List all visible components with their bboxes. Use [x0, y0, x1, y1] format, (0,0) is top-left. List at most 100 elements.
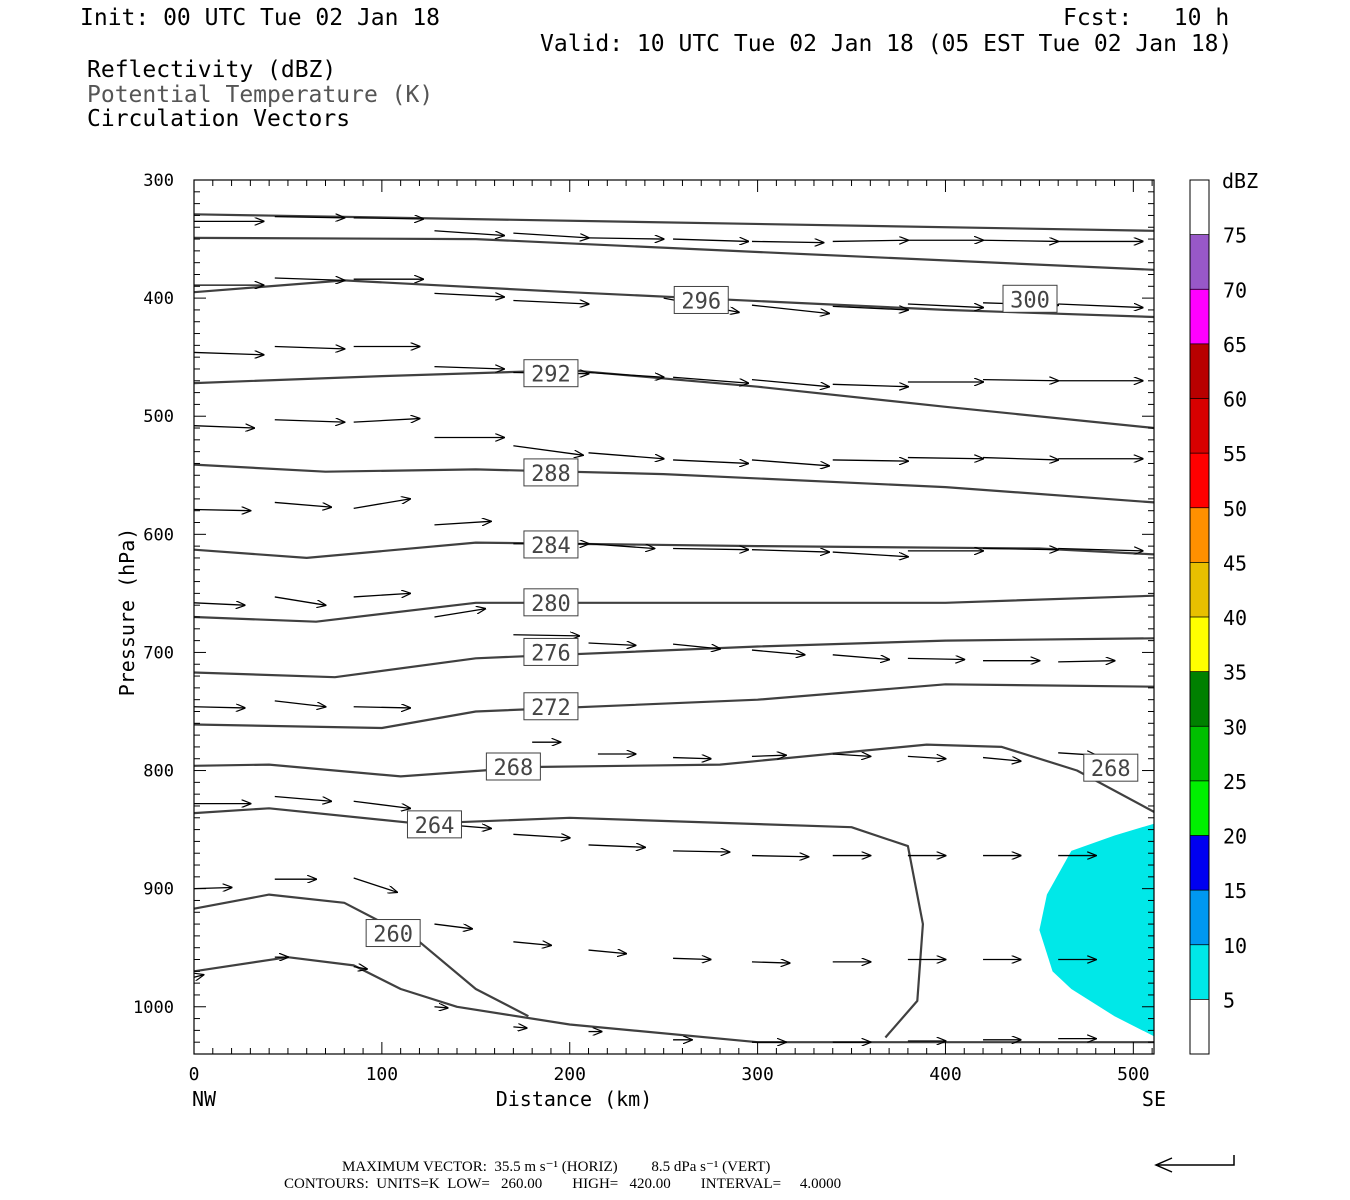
- colorbar-cell: [1190, 944, 1209, 1000]
- circulation-vector: [673, 460, 748, 464]
- contour-label-box: [365, 919, 421, 948]
- colorbar-cell: [1190, 617, 1209, 672]
- circulation-vector: [588, 452, 664, 459]
- colorbar-cell: [1190, 343, 1209, 399]
- circulation-vector: [434, 293, 504, 297]
- colorbar-cell: [1190, 180, 1209, 235]
- circulation-vector: [434, 367, 504, 369]
- circulation-vector: [353, 800, 410, 808]
- circulation-vector: [982, 758, 1021, 762]
- contour-label-box: [485, 752, 541, 781]
- circulation-vector: [353, 499, 410, 509]
- circulation-vector: [751, 378, 829, 387]
- y-tick-label: 800: [143, 762, 174, 782]
- circulation-vector: [513, 300, 588, 304]
- field-reflectivity: Reflectivity (dBZ): [87, 57, 337, 83]
- colorbar-cell: [1190, 507, 1209, 563]
- forecast-hour: Fcst: 10 h: [1063, 5, 1230, 31]
- circulation-vector: [751, 755, 786, 756]
- circulation-vector: [353, 419, 420, 423]
- colorbar-cell: [1190, 780, 1209, 836]
- y-tick-label: 700: [143, 643, 174, 663]
- contour-label: 288: [531, 462, 571, 487]
- colorbar-cell: [1190, 562, 1209, 617]
- circulation-vector: [274, 278, 345, 280]
- colorbar-cell: [1190, 234, 1209, 290]
- contour-label: 260: [373, 923, 413, 948]
- contour-label: 280: [531, 592, 571, 617]
- circulation-vector: [588, 950, 627, 954]
- circulation-vector: [751, 962, 790, 963]
- colorbar-level-label: 20: [1223, 825, 1247, 849]
- circulation-vector: [751, 459, 829, 466]
- circulation-vector: [353, 707, 410, 708]
- contour-label-box: [523, 637, 579, 666]
- x-end-label-se: SE: [1142, 1087, 1166, 1111]
- theta-contour-line: [193, 594, 1155, 623]
- y-tick-label: 900: [143, 880, 174, 900]
- circulation-vector: [434, 230, 504, 236]
- colorbar-level-label: 75: [1223, 224, 1247, 248]
- circulation-vector: [513, 232, 588, 238]
- y-tick-label: 1000: [133, 998, 174, 1018]
- circulation-vector: [983, 240, 1058, 241]
- colorbar-level-label: 65: [1223, 333, 1247, 357]
- colorbar-cell: [1190, 726, 1209, 781]
- contour-label-box: [523, 588, 579, 617]
- colorbar-level-label: 30: [1223, 715, 1247, 739]
- init-time: Init: 00 UTC Tue 02 Jan 18: [80, 5, 441, 31]
- circulation-vector: [588, 238, 664, 239]
- contour-label: 264: [415, 814, 455, 839]
- circulation-vector: [907, 756, 946, 758]
- theta-contour-line: [193, 637, 1155, 679]
- circulation-vector: [907, 658, 964, 659]
- circulation-vector: [751, 241, 823, 242]
- circulation-vector: [353, 218, 424, 219]
- x-tick-label: 200: [553, 1064, 586, 1085]
- colorbar-level-label: 45: [1223, 551, 1247, 575]
- contour-label-box: [1002, 284, 1058, 313]
- colorbar-cell: [1190, 890, 1209, 945]
- theta-contour-line: [193, 807, 924, 1039]
- contour-label: 268: [1091, 757, 1131, 782]
- circulation-vector: [751, 550, 829, 552]
- circulation-vector: [274, 596, 326, 605]
- circulation-vector: [673, 239, 748, 241]
- max-vector-note: MAXIMUM VECTOR: 35.5 m s⁻¹ (HORIZ) 8.5 d…: [342, 1159, 771, 1175]
- circulation-vector: [907, 458, 983, 459]
- circulation-vector: [353, 593, 410, 597]
- contour-label: 276: [531, 641, 571, 666]
- circulation-vector: [832, 654, 889, 660]
- circulation-vector: [434, 521, 490, 525]
- x-end-label-nw: NW: [192, 1087, 217, 1111]
- contour-label-box: [1083, 753, 1139, 782]
- y-tick-label: 600: [143, 525, 174, 545]
- colorbar-cell: [1190, 999, 1209, 1054]
- contour-label: 284: [531, 534, 571, 559]
- circulation-vector: [353, 967, 367, 969]
- field-circulation-vectors: Circulation Vectors: [87, 106, 351, 132]
- y-axis-label: Pressure (hPa): [115, 528, 139, 697]
- contour-label: 292: [531, 363, 571, 388]
- circulation-vector: [832, 240, 908, 241]
- colorbar-cell: [1190, 835, 1209, 891]
- contour-label-box: [523, 692, 579, 721]
- circulation-vector: [673, 758, 711, 759]
- colorbar-cell: [1190, 671, 1209, 727]
- contour-label-box: [523, 359, 579, 388]
- circulation-vector: [983, 548, 1058, 549]
- contour-label: 300: [1010, 288, 1050, 313]
- y-tick-label: 300: [143, 171, 174, 191]
- contour-label: 296: [681, 289, 721, 314]
- reflectivity-region: [1039, 823, 1154, 1037]
- circulation-vector: [193, 510, 250, 511]
- colorbar-level-label: 70: [1223, 278, 1247, 302]
- colorbar-level-label: 25: [1223, 770, 1247, 794]
- contour-label: 268: [493, 756, 533, 781]
- circulation-vector: [751, 304, 829, 313]
- contours-note: CONTOURS: UNITS=K LOW= 260.00 HIGH= 420.…: [284, 1176, 842, 1192]
- circulation-vector: [751, 649, 805, 655]
- circulation-vector: [673, 548, 748, 549]
- x-axis-label: Distance (km): [496, 1087, 653, 1111]
- colorbar-level-label: 10: [1223, 934, 1247, 958]
